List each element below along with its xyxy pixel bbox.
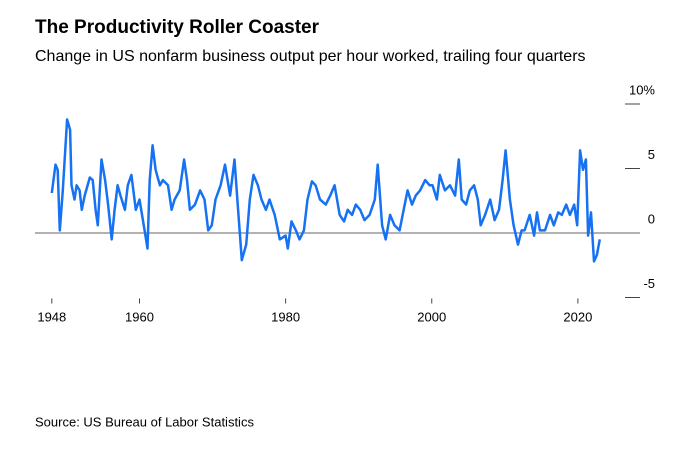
- data-line: [50, 118, 602, 263]
- y-tick-label: -5: [643, 276, 655, 291]
- source: Source: US Bureau of Labor Statistics: [35, 414, 254, 429]
- chart-title: The Productivity Roller Coaster: [35, 17, 320, 38]
- x-tick-label: 2020: [563, 309, 592, 324]
- x-tick-label: 1960: [125, 309, 154, 324]
- y-tick-label: 10%: [629, 82, 655, 97]
- chart-subtitle: Change in US nonfarm business output per…: [35, 48, 586, 65]
- y-tick-label: 5: [648, 147, 655, 162]
- x-tick-label: 2000: [417, 309, 446, 324]
- y-tick-label: 0: [648, 211, 655, 226]
- x-tick-label: 1948: [37, 309, 66, 324]
- x-tick-label: 1980: [271, 309, 300, 324]
